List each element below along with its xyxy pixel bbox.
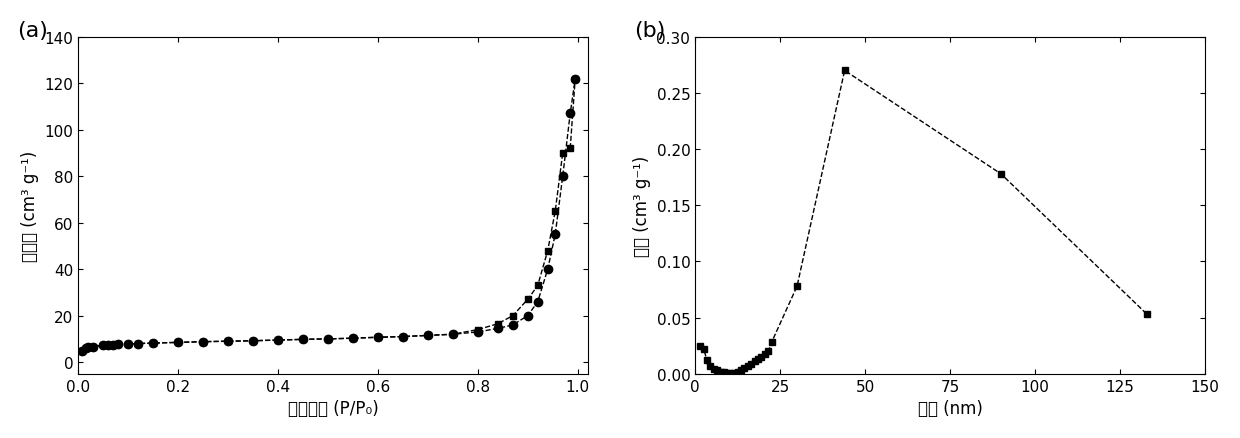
- X-axis label: 孔径 (nm): 孔径 (nm): [918, 399, 982, 417]
- X-axis label: 相对压力 (P/P₀): 相对压力 (P/P₀): [288, 399, 378, 417]
- Text: (b): (b): [634, 21, 666, 41]
- Text: (a): (a): [17, 21, 48, 41]
- Y-axis label: 吸附量 (cm³ g⁻¹): 吸附量 (cm³ g⁻¹): [21, 150, 38, 261]
- Y-axis label: 孔容 (cm³ g⁻¹): 孔容 (cm³ g⁻¹): [632, 155, 651, 256]
